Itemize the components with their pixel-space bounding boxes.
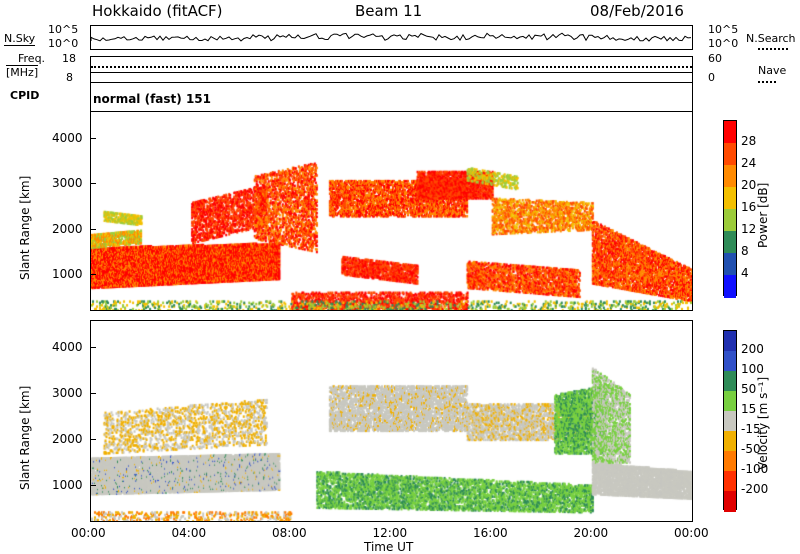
power-y-tick-2000: 2000 [52, 221, 83, 236]
power-y-tick-3000: 3000 [52, 176, 83, 191]
nave-tick-high: 60 [708, 52, 722, 65]
velocity-y-tick-mark [90, 393, 96, 395]
velocity-colorbar-tick-2: 50 [741, 382, 757, 396]
time-tick-3: 12:00 [372, 526, 408, 540]
power-colorbar [723, 120, 737, 298]
nsky-tick-high: 10^5 [48, 23, 79, 36]
velocity-ylabel: Slant Range [km] [18, 385, 32, 490]
velocity-colorbar [723, 330, 737, 512]
power-colorbar-color-step [724, 143, 736, 166]
nave-legend-line [758, 81, 776, 83]
power-y-tick-mark [90, 228, 96, 230]
nsearch-label: N.Search [746, 32, 796, 45]
velocity-colorbar-color-step [724, 431, 736, 452]
time-tick-1: 04:00 [171, 526, 207, 540]
time-axis-label: Time UT [364, 540, 414, 554]
power-colorbar-tick-3: 16 [741, 200, 757, 214]
power-colorbar-color-step [724, 209, 736, 232]
power-colorbar-tick-4: 12 [741, 222, 757, 236]
power-colorbar-tick-0: 28 [741, 134, 757, 148]
velocity-panel [90, 320, 693, 522]
velocity-colorbar-tick-0: 200 [741, 342, 764, 356]
nave-label: Nave [758, 64, 787, 77]
date-title: 08/Feb/2016 [590, 2, 684, 20]
freq-trace [91, 72, 692, 73]
velocity-colorbar-color-step [724, 331, 736, 352]
nsearch-legend-line [758, 48, 788, 50]
time-tick-2: 08:00 [272, 526, 307, 540]
velocity-y-tick-mark [90, 484, 96, 486]
power-heatmap [91, 112, 692, 310]
power-colorbar-color-step [724, 231, 736, 254]
power-y-tick-4000: 4000 [52, 131, 83, 146]
cpid-text: normal (fast) 151 [93, 92, 211, 106]
power-colorbar-color-step [724, 253, 736, 276]
freq-tick-low: 8 [66, 71, 73, 84]
velocity-heatmap [91, 321, 692, 521]
velocity-colorbar-color-step [724, 451, 736, 472]
velocity-y-tick-1000: 1000 [52, 477, 83, 492]
time-tick-0: 00:00 [71, 526, 106, 540]
nsky-panel [90, 25, 693, 50]
power-y-tick-mark [90, 183, 96, 185]
power-colorbar-label: Power [dB] [756, 182, 770, 248]
power-colorbar-tick-2: 20 [741, 178, 757, 192]
velocity-colorbar-tick-7: -200 [741, 482, 769, 496]
power-colorbar-tick-5: 8 [741, 244, 749, 258]
velocity-colorbar-color-step [724, 471, 736, 492]
beam-title: Beam 11 [355, 2, 423, 20]
nsky-trace [91, 32, 692, 42]
radar-title: Hokkaido (fitACF) [92, 2, 223, 20]
velocity-colorbar-tick-6: -100 [741, 462, 769, 476]
nave-trace [91, 66, 692, 68]
time-tick-4: 16:00 [473, 526, 508, 540]
power-colorbar-color-step [724, 165, 736, 188]
power-colorbar-color-step [724, 121, 736, 144]
velocity-colorbar-tick-1: 100 [741, 362, 764, 376]
velocity-colorbar-color-step [724, 391, 736, 412]
nsearch-tick-low: 10^0 [708, 37, 739, 50]
nsky-label: N.Sky [4, 32, 36, 46]
velocity-colorbar-tick-3: 15 [741, 402, 757, 416]
velocity-colorbar-color-step [724, 351, 736, 372]
nsearch-tick-high: 10^5 [708, 23, 739, 36]
power-ylabel: Slant Range [km] [18, 175, 32, 280]
power-panel [90, 111, 693, 311]
power-y-tick-1000: 1000 [52, 266, 83, 281]
freq-label: Freq. [18, 52, 46, 65]
freq-unit: [MHz] [6, 65, 39, 79]
power-colorbar-tick-6: 4 [741, 266, 749, 280]
velocity-colorbar-color-step [724, 371, 736, 392]
power-y-tick-mark [90, 138, 96, 140]
freq-panel [90, 56, 693, 83]
velocity-colorbar-tick-4: -15 [741, 422, 761, 436]
power-colorbar-color-step [724, 275, 736, 298]
time-tick-5: 20:00 [573, 526, 609, 540]
power-colorbar-tick-1: 24 [741, 156, 757, 170]
nave-tick-low: 0 [708, 71, 715, 84]
cpid-panel: normal (fast) 151 [90, 83, 693, 111]
power-y-tick-mark [90, 273, 96, 275]
velocity-colorbar-color-step [724, 491, 736, 512]
velocity-y-tick-4000: 4000 [52, 340, 83, 355]
time-tick-6: 00:00 [674, 526, 709, 540]
velocity-colorbar-tick-5: -50 [741, 442, 761, 456]
power-colorbar-color-step [724, 187, 736, 210]
velocity-y-tick-mark [90, 438, 96, 440]
velocity-colorbar-color-step [724, 411, 736, 432]
velocity-y-tick-mark [90, 347, 96, 349]
velocity-colorbar-label: Velocity [m s⁻¹] [756, 376, 770, 470]
nsky-tick-low: 10^0 [48, 37, 79, 50]
velocity-y-tick-3000: 3000 [52, 386, 83, 401]
cpid-label: CPID [10, 89, 40, 102]
freq-tick-high: 18 [62, 52, 76, 65]
velocity-y-tick-2000: 2000 [52, 431, 83, 446]
